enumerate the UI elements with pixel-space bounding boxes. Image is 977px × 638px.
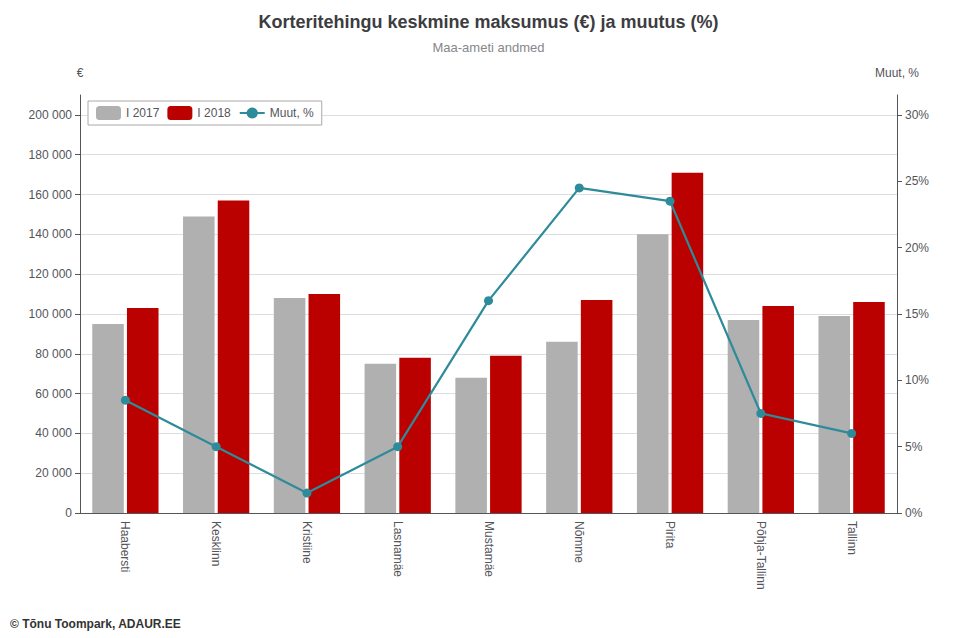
svg-text:25%: 25% bbox=[905, 174, 929, 188]
svg-text:10%: 10% bbox=[905, 373, 929, 387]
svg-text:180 000: 180 000 bbox=[29, 148, 73, 162]
svg-text:40 000: 40 000 bbox=[35, 426, 72, 440]
svg-text:Tallinn: Tallinn bbox=[845, 521, 859, 555]
svg-text:© Tõnu Toompark, ADAUR.EE: © Tõnu Toompark, ADAUR.EE bbox=[10, 617, 181, 631]
svg-text:I 2018: I 2018 bbox=[197, 106, 231, 120]
svg-text:Kesklinn: Kesklinn bbox=[209, 521, 223, 566]
svg-text:160 000: 160 000 bbox=[29, 188, 73, 202]
svg-text:€: € bbox=[77, 66, 84, 80]
svg-text:80 000: 80 000 bbox=[35, 347, 72, 361]
svg-text:Nõmme: Nõmme bbox=[572, 521, 586, 563]
svg-text:100 000: 100 000 bbox=[29, 307, 73, 321]
svg-text:Haabersti: Haabersti bbox=[118, 521, 132, 572]
svg-text:Põhja-Tallinn: Põhja-Tallinn bbox=[754, 521, 768, 590]
svg-text:30%: 30% bbox=[905, 108, 929, 122]
svg-text:15%: 15% bbox=[905, 307, 929, 321]
svg-text:Pirita: Pirita bbox=[663, 521, 677, 549]
svg-text:Korteritehingu keskmine maksum: Korteritehingu keskmine maksumus (€) ja … bbox=[258, 12, 718, 32]
svg-text:20%: 20% bbox=[905, 241, 929, 255]
svg-text:Muut, %: Muut, % bbox=[270, 106, 314, 120]
svg-text:140 000: 140 000 bbox=[29, 227, 73, 241]
svg-text:Mustamäe: Mustamäe bbox=[482, 521, 496, 577]
svg-text:Kristiine: Kristiine bbox=[300, 521, 314, 564]
svg-text:I 2017: I 2017 bbox=[126, 106, 160, 120]
svg-text:0%: 0% bbox=[905, 506, 923, 520]
svg-text:Muut, %: Muut, % bbox=[875, 66, 919, 80]
svg-text:Maa-ameti andmed: Maa-ameti andmed bbox=[433, 40, 545, 55]
svg-text:120 000: 120 000 bbox=[29, 267, 73, 281]
svg-text:0: 0 bbox=[65, 506, 72, 520]
svg-text:Lasnamäe: Lasnamäe bbox=[391, 521, 405, 577]
svg-text:20 000: 20 000 bbox=[35, 466, 72, 480]
svg-text:200 000: 200 000 bbox=[29, 108, 73, 122]
svg-text:5%: 5% bbox=[905, 440, 923, 454]
svg-text:60 000: 60 000 bbox=[35, 387, 72, 401]
